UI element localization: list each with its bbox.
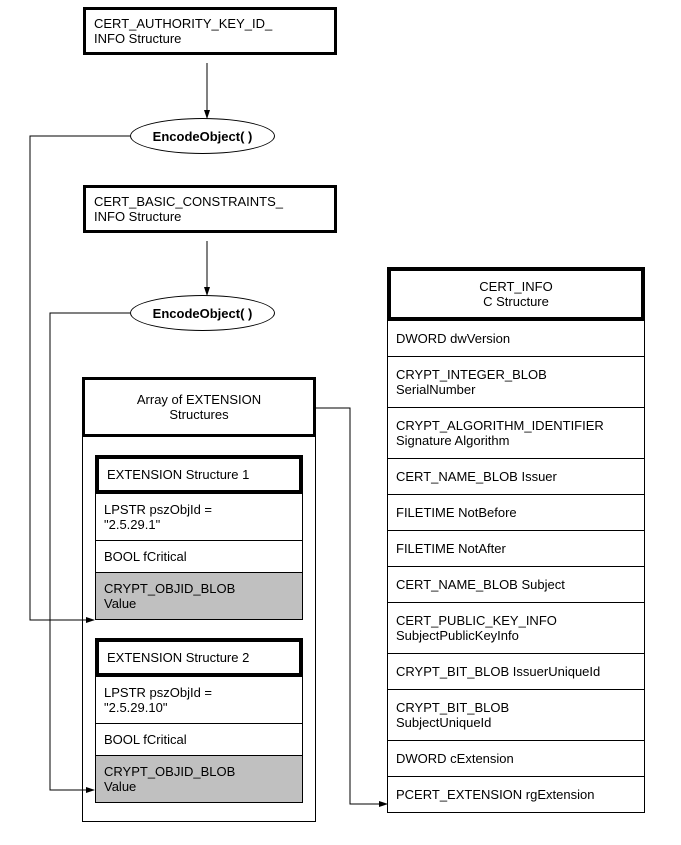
cert-info-row: DWORD cExtension <box>388 740 644 776</box>
ext1-objid: LPSTR pszObjId = "2.5.29.1" <box>96 493 302 540</box>
ext1-value: CRYPT_OBJID_BLOB Value <box>96 572 302 619</box>
ext2-objid-line1: LPSTR pszObjId = <box>104 685 294 700</box>
cert-info-row: CRYPT_INTEGER_BLOBSerialNumber <box>388 356 644 407</box>
cert-info-row: FILETIME NotBefore <box>388 494 644 530</box>
ext2-title: EXTENSION Structure 2 <box>96 639 302 676</box>
extension-array-header: Array of EXTENSION Structures <box>83 378 315 437</box>
extension-array: Array of EXTENSION Structures EXTENSION … <box>82 377 316 822</box>
cert-info-row: DWORD dwVersion <box>388 320 644 356</box>
cert-info-row: CRYPT_ALGORITHM_IDENTIFIERSignature Algo… <box>388 407 644 458</box>
cert-info-row-line: SubjectUniqueId <box>396 715 636 730</box>
cert-info-row-line: CRYPT_INTEGER_BLOB <box>396 367 636 382</box>
ext2-value: CRYPT_OBJID_BLOB Value <box>96 755 302 802</box>
ext1-objid-line2: "2.5.29.1" <box>104 517 294 532</box>
cert-info-row-line: SubjectPublicKeyInfo <box>396 628 636 643</box>
cert-info-row: PCERT_EXTENSION rgExtension <box>388 776 644 812</box>
cert-info-row: CERT_PUBLIC_KEY_INFOSubjectPublicKeyInfo <box>388 602 644 653</box>
struct2-line2: INFO Structure <box>94 209 326 224</box>
encode-object-1: EncodeObject( ) <box>130 118 275 154</box>
cert-info-row: FILETIME NotAfter <box>388 530 644 566</box>
extension-struct-2: EXTENSION Structure 2 LPSTR pszObjId = "… <box>95 638 303 803</box>
encode-object-2: EncodeObject( ) <box>130 295 275 331</box>
ext1-objid-line1: LPSTR pszObjId = <box>104 502 294 517</box>
cert-info-title2: C Structure <box>399 294 633 309</box>
encode-label-2: EncodeObject( ) <box>153 306 253 321</box>
struct1-line1: CERT_AUTHORITY_KEY_ID_ <box>94 16 326 31</box>
extension-struct-1: EXTENSION Structure 1 LPSTR pszObjId = "… <box>95 455 303 620</box>
ext2-objid-line2: "2.5.29.10" <box>104 700 294 715</box>
encode-label-1: EncodeObject( ) <box>153 129 253 144</box>
cert-info-row-line: Signature Algorithm <box>396 433 636 448</box>
cert-info-row: CERT_NAME_BLOB Issuer <box>388 458 644 494</box>
cert-info-row-line: CRYPT_ALGORITHM_IDENTIFIER <box>396 418 636 433</box>
ext1-value-line1: CRYPT_OBJID_BLOB <box>104 581 294 596</box>
struct1-line2: INFO Structure <box>94 31 326 46</box>
ext1-value-line2: Value <box>104 596 294 611</box>
ext2-value-line2: Value <box>104 779 294 794</box>
cert-info-row-line: SerialNumber <box>396 382 636 397</box>
cert-info-title1: CERT_INFO <box>399 279 633 294</box>
cert-info-row: CRYPT_BIT_BLOB IssuerUniqueId <box>388 653 644 689</box>
struct-authority-key-id: CERT_AUTHORITY_KEY_ID_ INFO Structure <box>83 7 337 55</box>
array-header-line2: Structures <box>93 407 305 422</box>
array-header-line1: Array of EXTENSION <box>93 392 305 407</box>
struct2-line1: CERT_BASIC_CONSTRAINTS_ <box>94 194 326 209</box>
cert-info-struct: CERT_INFO C Structure DWORD dwVersionCRY… <box>387 267 645 813</box>
cert-info-row-line: CRYPT_BIT_BLOB <box>396 700 636 715</box>
struct-basic-constraints: CERT_BASIC_CONSTRAINTS_ INFO Structure <box>83 185 337 233</box>
ext2-value-line1: CRYPT_OBJID_BLOB <box>104 764 294 779</box>
ext1-title: EXTENSION Structure 1 <box>96 456 302 493</box>
ext2-objid: LPSTR pszObjId = "2.5.29.10" <box>96 676 302 723</box>
cert-info-row: CERT_NAME_BLOB Subject <box>388 566 644 602</box>
cert-info-header: CERT_INFO C Structure <box>388 268 644 320</box>
cert-info-row: CRYPT_BIT_BLOBSubjectUniqueId <box>388 689 644 740</box>
cert-info-row-line: CERT_PUBLIC_KEY_INFO <box>396 613 636 628</box>
ext1-critical: BOOL fCritical <box>96 540 302 572</box>
ext2-critical: BOOL fCritical <box>96 723 302 755</box>
